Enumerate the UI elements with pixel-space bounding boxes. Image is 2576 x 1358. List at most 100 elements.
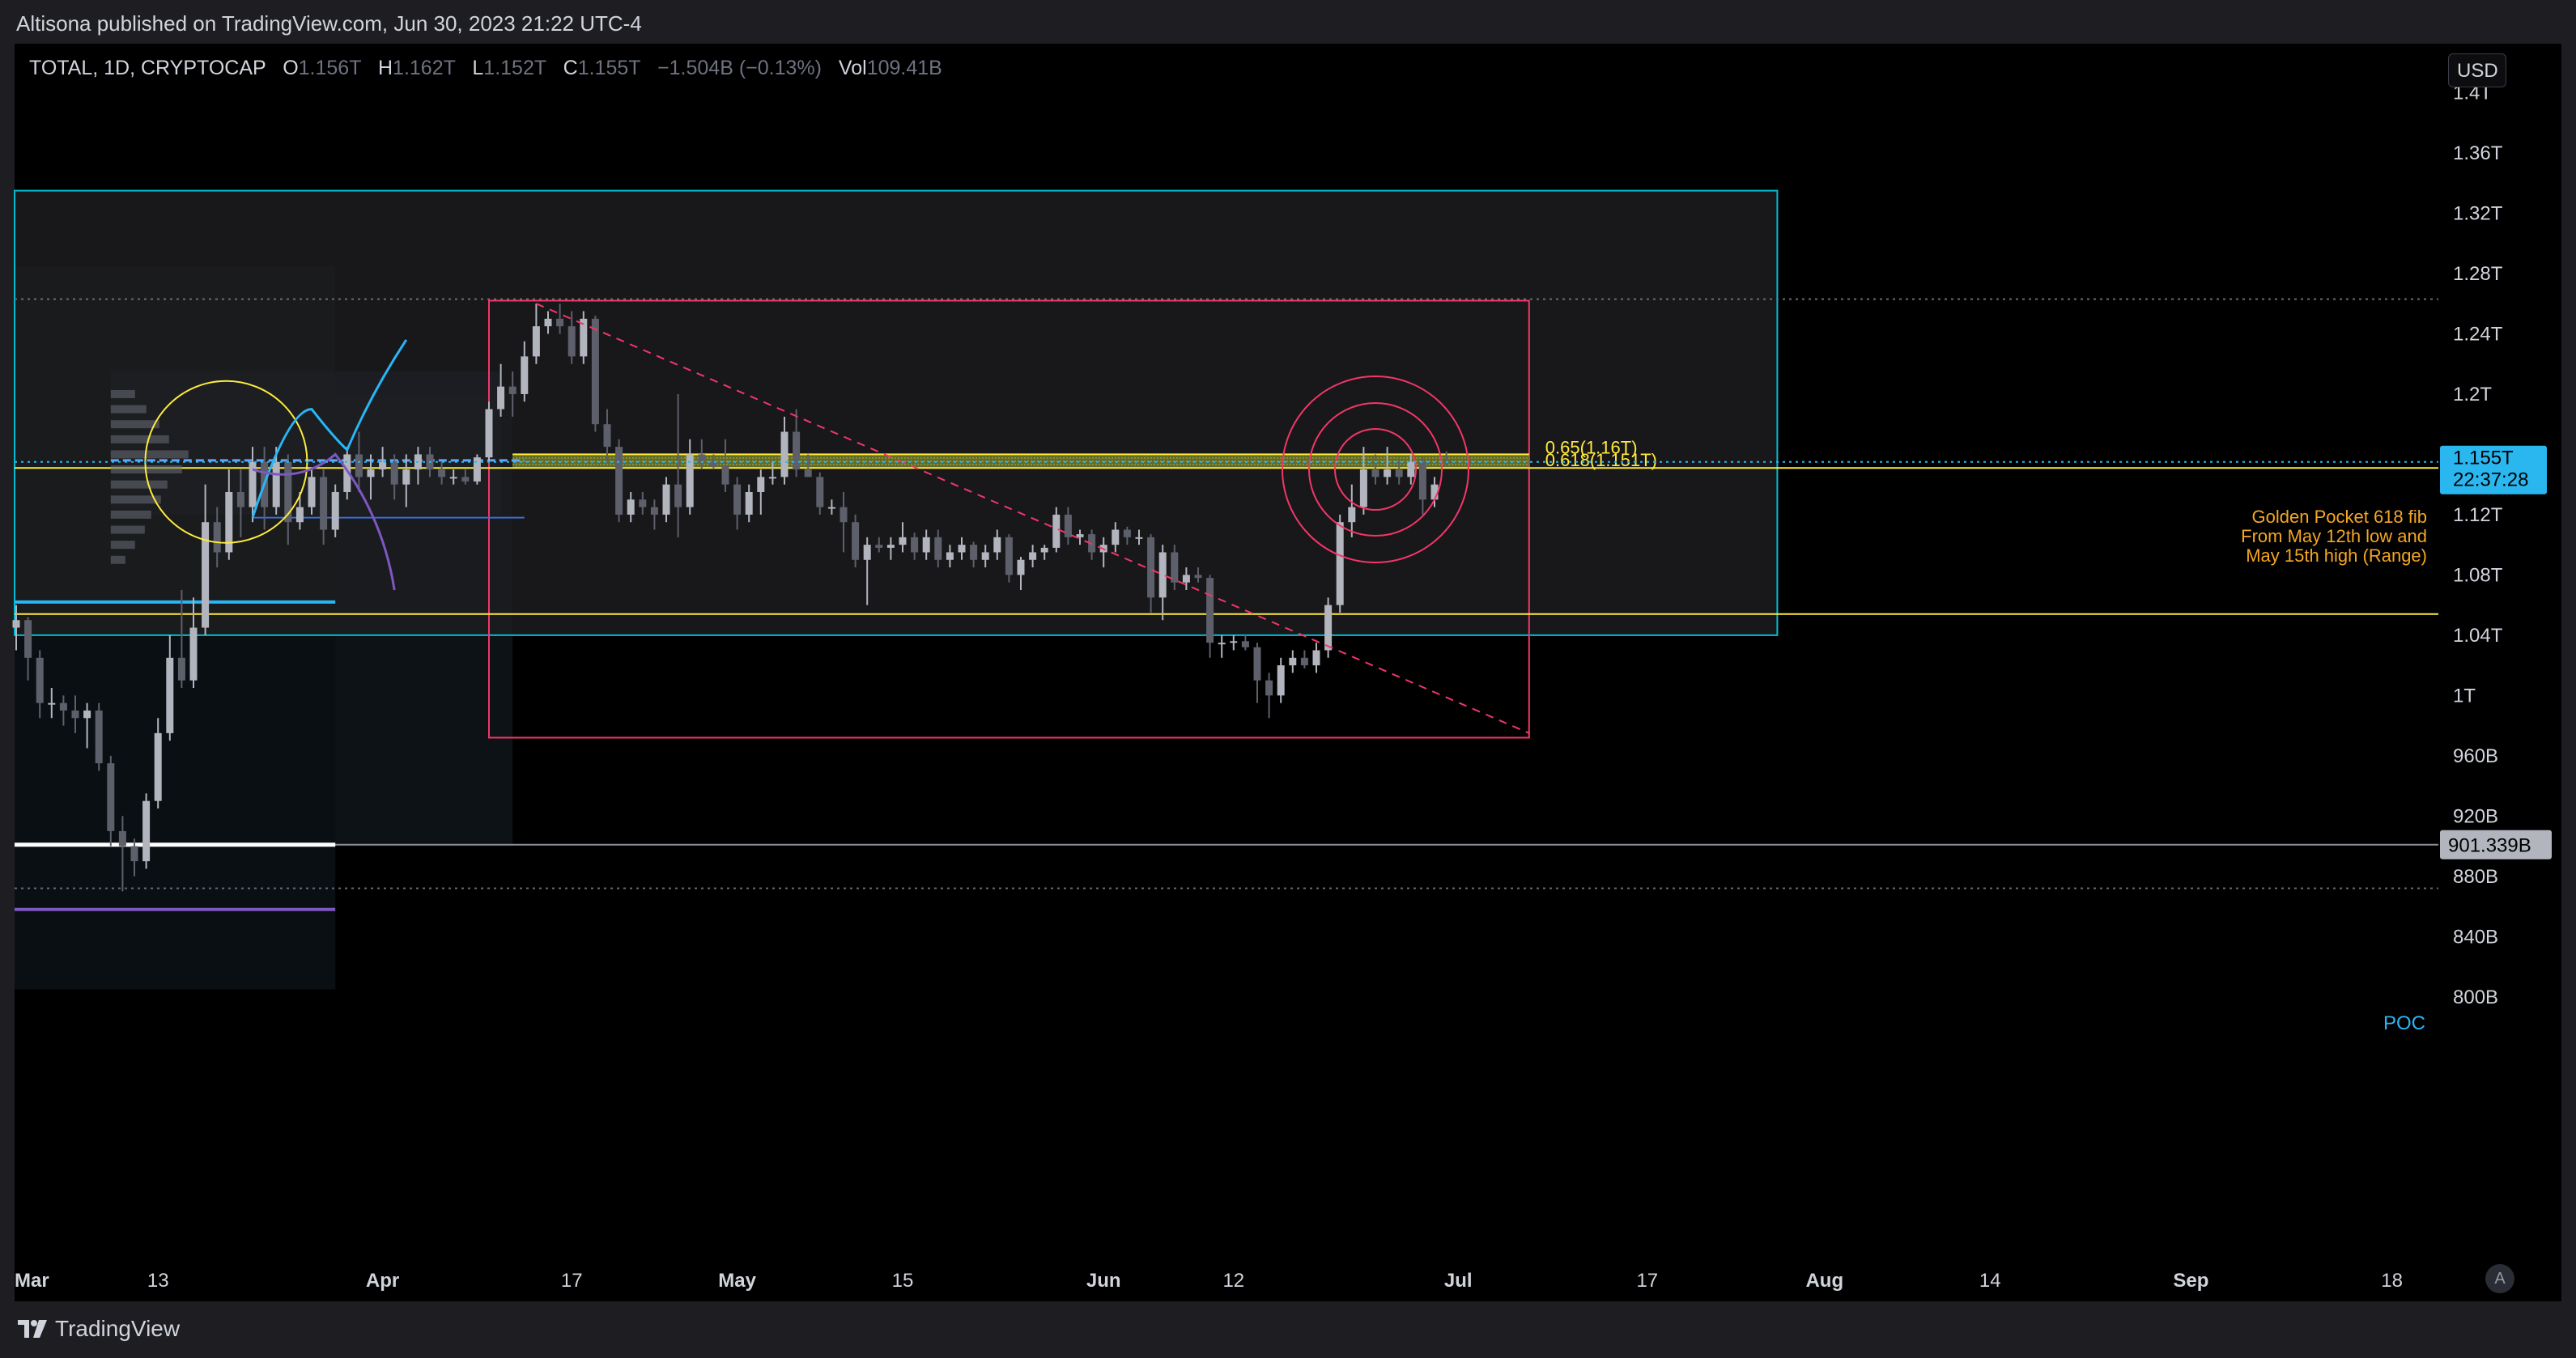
- candle-body: [130, 846, 138, 862]
- candle-body: [544, 318, 552, 327]
- candle-body: [1147, 537, 1155, 598]
- x-tick-label: Apr: [366, 1270, 399, 1292]
- candle-body: [1324, 605, 1333, 651]
- candle-body: [355, 454, 363, 477]
- volume-profile-bar: [110, 541, 135, 550]
- candle-body: [745, 491, 753, 515]
- candle-body: [213, 522, 221, 553]
- y-tick-label: 840B: [2453, 926, 2498, 948]
- candle-body: [827, 507, 835, 509]
- close-value: 1.155T: [577, 57, 641, 79]
- x-tick-label: Jul: [1444, 1270, 1473, 1292]
- candle-body: [461, 477, 470, 482]
- candle-body: [71, 710, 79, 719]
- change-value: −1.504B (−0.13%): [657, 57, 822, 79]
- bearish-projection-path: [252, 452, 396, 591]
- candle-body: [1112, 529, 1120, 545]
- auto-scale-button[interactable]: A: [2485, 1264, 2514, 1293]
- bullish-projection-path: [251, 339, 408, 519]
- candle-body: [567, 326, 576, 357]
- low-key: L: [472, 57, 484, 79]
- y-tick-label: 800B: [2453, 987, 2498, 1008]
- candle-body: [1076, 534, 1084, 537]
- candle-body: [236, 491, 244, 507]
- range-box: [14, 189, 1779, 636]
- poc-label: POC: [2383, 1012, 2425, 1034]
- candle-body: [934, 537, 942, 560]
- candle-body: [780, 431, 789, 477]
- tradingview-logo[interactable]: TradingView: [18, 1316, 180, 1342]
- volume-profile-bar: [110, 555, 125, 564]
- candle-body: [556, 318, 564, 327]
- candle-body: [225, 491, 233, 553]
- y-tick-label: 1.36T: [2453, 142, 2503, 164]
- candle-body: [36, 657, 44, 703]
- candle-body: [1265, 680, 1273, 696]
- symbol-label[interactable]: TOTAL, 1D, CRYPTOCAP: [29, 57, 266, 79]
- candle-body: [449, 477, 457, 479]
- candle-body: [1371, 469, 1379, 477]
- candle-body: [1430, 484, 1439, 500]
- y-tick-label: 1.28T: [2453, 263, 2503, 285]
- x-tick-label: Aug: [1805, 1270, 1843, 1292]
- x-tick-label: 12: [1222, 1270, 1244, 1292]
- candle-body: [189, 627, 198, 681]
- candle-body: [993, 537, 1001, 553]
- candle-body: [24, 620, 32, 658]
- candle-body: [320, 477, 328, 530]
- close-key: C: [563, 57, 578, 79]
- candle-body: [1135, 537, 1143, 539]
- candle-body: [177, 657, 185, 681]
- candle-body: [1052, 514, 1061, 548]
- candle-body: [627, 499, 635, 515]
- candle-body: [639, 499, 647, 507]
- x-tick-label: 15: [892, 1270, 914, 1292]
- candle-body: [768, 477, 776, 479]
- volume-profile-bar: [110, 495, 161, 504]
- candle-body: [1029, 552, 1037, 560]
- x-tick-label: 17: [561, 1270, 583, 1292]
- candle-body: [793, 431, 801, 470]
- candle-body: [118, 830, 126, 847]
- candle-body: [497, 386, 505, 410]
- candle-body: [674, 484, 682, 507]
- golden-pocket-note: Golden Pocket 618 fib: [2252, 507, 2427, 527]
- y-tick-label: 1.12T: [2453, 504, 2503, 526]
- low-value: 1.152T: [483, 57, 546, 79]
- poc-price-tag: [2440, 830, 2552, 859]
- open-value: 1.156T: [298, 57, 362, 79]
- y-tick-label: 1.04T: [2453, 625, 2503, 647]
- candle-body: [438, 469, 446, 477]
- target-circle: [1334, 428, 1417, 511]
- golden-pocket-note: From May 12th low and: [2241, 526, 2427, 546]
- candle-body: [580, 318, 588, 357]
- candle-body: [331, 491, 339, 530]
- footer-bar: TradingView: [0, 1301, 2576, 1358]
- candle-body: [1407, 461, 1415, 477]
- candle-body: [922, 537, 930, 553]
- ohlc-legend: TOTAL, 1D, CRYPTOCAP O1.156T H1.162T L1.…: [29, 57, 942, 80]
- candle-body: [367, 469, 375, 477]
- open-key: O: [283, 57, 299, 79]
- volume-value: 109.41B: [866, 57, 942, 79]
- consolidation-box: [488, 299, 1530, 739]
- y-tick-label: 960B: [2453, 745, 2498, 767]
- candle-body: [343, 454, 351, 492]
- candle-body: [1218, 643, 1226, 645]
- bar-countdown: 22:37:28: [2453, 469, 2528, 491]
- candle-body: [650, 507, 658, 515]
- candle-body: [852, 522, 860, 560]
- candle-body: [107, 763, 115, 831]
- x-tick-label: 14: [1979, 1270, 2001, 1292]
- candle-body: [1384, 469, 1392, 477]
- candle-body: [981, 552, 989, 560]
- candle-body: [698, 454, 706, 462]
- candle-body: [83, 710, 91, 719]
- y-tick-label: 880B: [2453, 866, 2498, 888]
- candle-body: [1348, 507, 1356, 523]
- candle-body: [1040, 547, 1048, 553]
- currency-selector[interactable]: USD: [2448, 53, 2506, 87]
- downtrend-line: [536, 303, 1530, 734]
- high-value: 1.162T: [393, 57, 456, 79]
